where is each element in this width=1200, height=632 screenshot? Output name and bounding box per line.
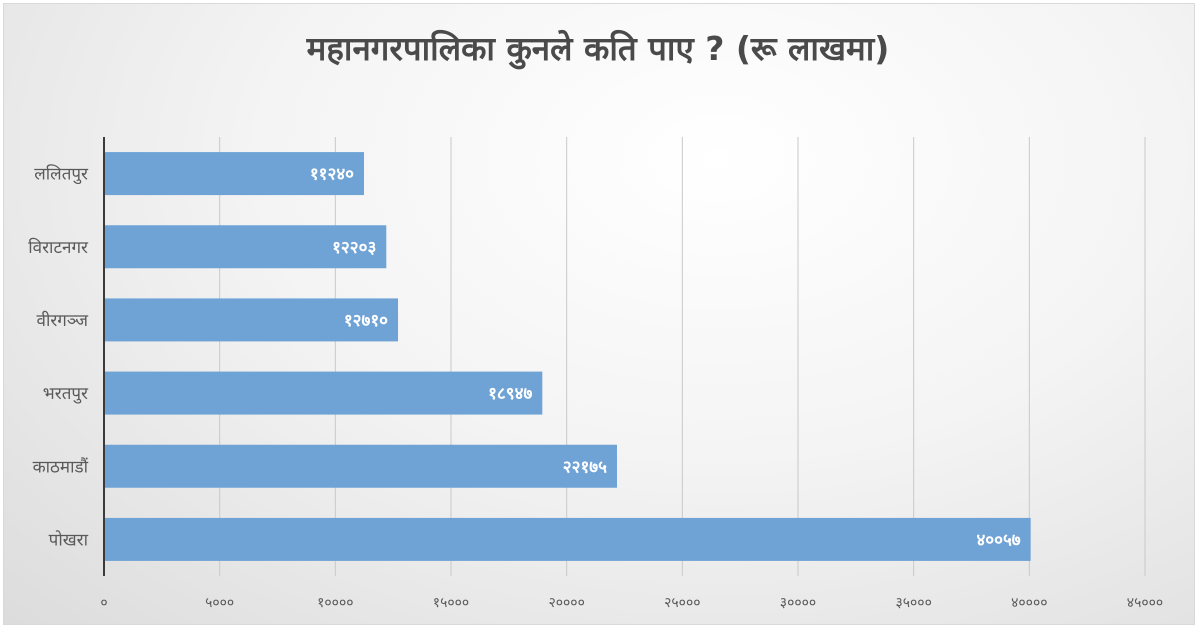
data-label: १८९४७ — [488, 384, 532, 404]
bar — [104, 298, 399, 342]
bar — [104, 152, 365, 196]
gridlines: ० ५००० १०००० १५००० २०००० २५००० ३०००० ३५००० ४००००… — [100, 137, 1163, 611]
data-label: १२७१० — [344, 311, 388, 331]
data-label: १२२०३ — [332, 238, 376, 258]
x-tick-label: १०००० — [317, 595, 353, 611]
x-tick-label: ४०००० — [1011, 595, 1047, 611]
bar — [104, 371, 543, 415]
data-label: ११२४० — [310, 165, 354, 185]
data-label: ४००५७ — [976, 530, 1020, 550]
bar — [104, 444, 617, 488]
bar — [104, 517, 1031, 561]
x-tick-label: १५००० — [433, 595, 469, 611]
chart-title: महानगरपालिका कुनले कति पाए ? (रू लाखमा) — [306, 29, 890, 70]
category-label: पोखरा — [49, 529, 89, 550]
data-label: २२१७५ — [563, 457, 607, 477]
x-tick-label: ३०००० — [780, 595, 816, 611]
category-label: विराटनगर — [28, 237, 89, 258]
x-tick-label: ४५००० — [1127, 595, 1163, 611]
bars: ११२४० ललितपुर १२२०३ विराटनगर १२७१० वीरगञ्ज १८९… — [28, 152, 1031, 561]
x-tick-label: २०००० — [548, 595, 584, 611]
x-tick-label: २५००० — [664, 595, 700, 611]
x-tick-label: ० — [100, 595, 107, 611]
category-label: भरतपुर — [43, 384, 89, 404]
category-label: वीरगञ्ज — [37, 310, 89, 331]
category-label: काठमाडौं — [33, 456, 89, 477]
x-tick-label: ५००० — [205, 595, 234, 611]
x-tick-label: ३५००० — [895, 595, 931, 611]
bar — [104, 225, 387, 269]
category-label: ललितपुर — [34, 164, 89, 185]
